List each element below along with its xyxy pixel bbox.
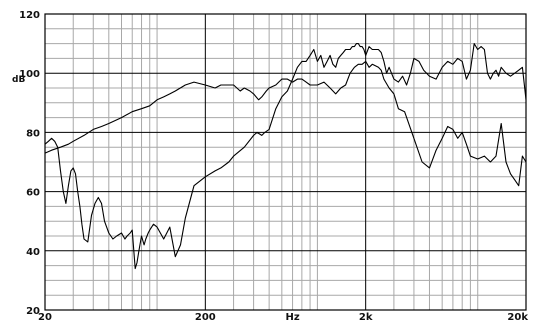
- series-2-line: [44, 43, 527, 270]
- y-tick-label: 100: [19, 69, 40, 80]
- series-layer: [44, 43, 527, 270]
- plot-frame: [44, 13, 527, 311]
- y-tick-label: 120: [19, 10, 40, 21]
- y-tick-label: 60: [26, 188, 40, 199]
- y-axis-label: dB: [12, 75, 25, 85]
- y-tick-label: 20: [26, 306, 40, 317]
- x-tick-label: 20: [38, 312, 52, 320]
- x-tick-label: 200: [195, 312, 216, 320]
- x-axis-unit-label: Hz: [285, 312, 299, 320]
- x-tick-label: 2k: [359, 312, 373, 320]
- x-tick-label: 20k: [507, 312, 528, 320]
- y-tick-label: 40: [26, 247, 40, 258]
- y-tick-label: 80: [26, 128, 40, 139]
- y-axis-tick-labels: 20 40 60 80 100 120: [19, 10, 40, 317]
- x-axis-tick-labels: 20 200 2k 20k: [38, 312, 528, 320]
- minor-gridlines: [45, 14, 526, 310]
- series-1-line: [44, 60, 527, 187]
